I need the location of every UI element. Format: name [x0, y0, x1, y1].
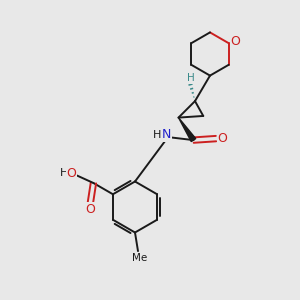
- Text: O: O: [85, 202, 95, 216]
- Text: O: O: [218, 132, 227, 145]
- Text: O: O: [230, 35, 240, 48]
- Text: H: H: [187, 73, 194, 83]
- Text: H: H: [60, 168, 68, 178]
- Text: O: O: [67, 167, 76, 180]
- Text: N: N: [162, 128, 171, 141]
- Text: Me: Me: [132, 253, 147, 263]
- Text: H: H: [153, 130, 162, 140]
- Polygon shape: [178, 118, 196, 142]
